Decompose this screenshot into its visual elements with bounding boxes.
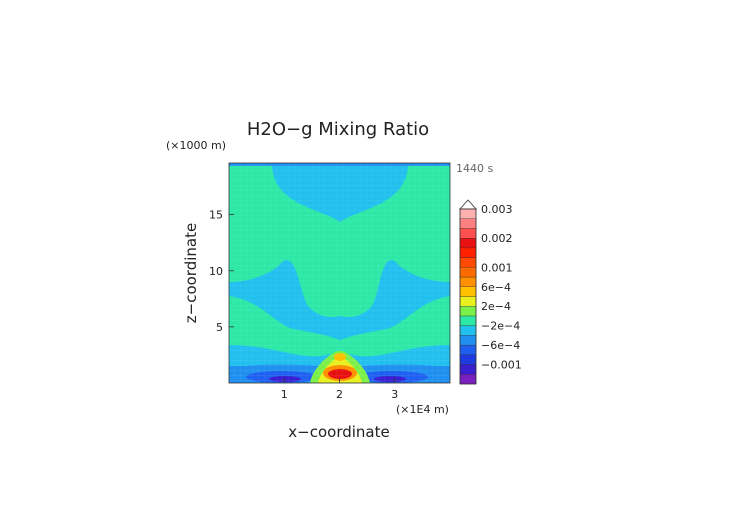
x-axis-label: x−coordinate (288, 423, 389, 441)
colorbar-label-17: 0.003 (481, 203, 513, 216)
colorbar-frame (459, 208, 477, 385)
y-units-label: (×1000 m) (166, 139, 226, 152)
y-axis-label: z−coordinate (182, 223, 200, 323)
colorbar-level-3 (459, 344, 477, 355)
colorbar-level-1 (459, 364, 477, 375)
colorbar-level-17 (459, 208, 477, 219)
colorbar-level-13 (459, 247, 477, 258)
colorbar-level-7 (459, 306, 477, 317)
colorbar-label-5: −2e−4 (481, 320, 520, 333)
chart-title: H2O−g Mixing Ratio (247, 119, 429, 140)
colorbar-level-5 (459, 325, 477, 336)
y-tick-label-2: 15 (209, 209, 223, 222)
colorbar-level-6 (459, 315, 477, 326)
x-axis-ticks: 1 2 3 (281, 378, 398, 401)
x-tick-label-2: 3 (391, 388, 398, 401)
colorbar-level-4 (459, 335, 477, 346)
colorbar-level-15 (459, 228, 477, 239)
colorbar-label-11: 0.001 (481, 261, 513, 274)
colorbar-level-14 (459, 238, 477, 249)
x-tick-label-1: 2 (336, 388, 343, 401)
colorbar-level-11 (459, 267, 477, 278)
colorbar-label-7: 2e−4 (481, 300, 511, 313)
y-tick-label-0: 5 (216, 321, 223, 334)
time-label: 1440 s (456, 162, 493, 175)
colorbar-overflow-triangle (459, 199, 477, 210)
colorbar-level-8 (459, 296, 477, 307)
colorbar-label-3: −6e−4 (481, 339, 520, 352)
colorbar-label-14: 0.002 (481, 232, 513, 245)
colorbar-level-16 (459, 218, 477, 229)
y-tick-label-1: 10 (209, 265, 223, 278)
x-tick-label-0: 1 (281, 388, 288, 401)
field-grid-overlay (229, 163, 450, 383)
x-units-label: (×1E4 m) (396, 403, 449, 416)
colorbar-level-10 (459, 276, 477, 287)
colorbar-label-1: −0.001 (481, 359, 522, 372)
plot-area (229, 163, 450, 383)
colorbar: −0.001 −6e−4 −2e−4 2e−4 6e−4 0.001 0.002 0.003 (459, 199, 522, 385)
colorbar-label-9: 6e−4 (481, 281, 511, 294)
colorbar-level-2 (459, 354, 477, 365)
colorbar-level-9 (459, 286, 477, 297)
colorbar-level-12 (459, 257, 477, 268)
colorbar-level-0 (459, 374, 477, 385)
y-axis-ticks: 5 10 15 (209, 209, 234, 334)
